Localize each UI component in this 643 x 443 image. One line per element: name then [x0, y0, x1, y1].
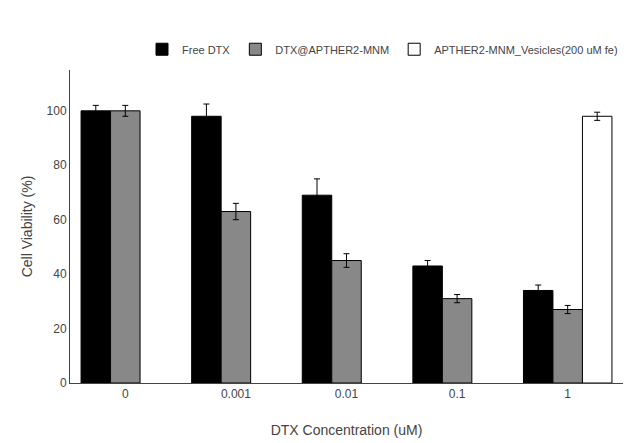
svg-text:80: 80: [53, 158, 67, 172]
svg-text:APTHER2-MNM_Vesicles(200 uM fe: APTHER2-MNM_Vesicles(200 uM fe): [434, 44, 617, 56]
svg-text:100: 100: [47, 104, 67, 118]
svg-text:Cell Viability (%): Cell Viability (%): [19, 176, 35, 278]
svg-text:1: 1: [564, 387, 571, 401]
svg-text:Free DTX: Free DTX: [182, 44, 230, 56]
svg-text:0: 0: [122, 387, 129, 401]
svg-text:0: 0: [60, 376, 67, 390]
svg-text:40: 40: [53, 267, 67, 281]
svg-text:20: 20: [53, 322, 67, 336]
svg-text:DTX Concentration (uM): DTX Concentration (uM): [271, 422, 423, 438]
svg-text:60: 60: [53, 213, 67, 227]
svg-text:0.01: 0.01: [335, 387, 359, 401]
svg-text:0.001: 0.001: [221, 387, 251, 401]
svg-text:DTX@APTHER2-MNM: DTX@APTHER2-MNM: [275, 44, 389, 56]
svg-text:0.1: 0.1: [449, 387, 466, 401]
